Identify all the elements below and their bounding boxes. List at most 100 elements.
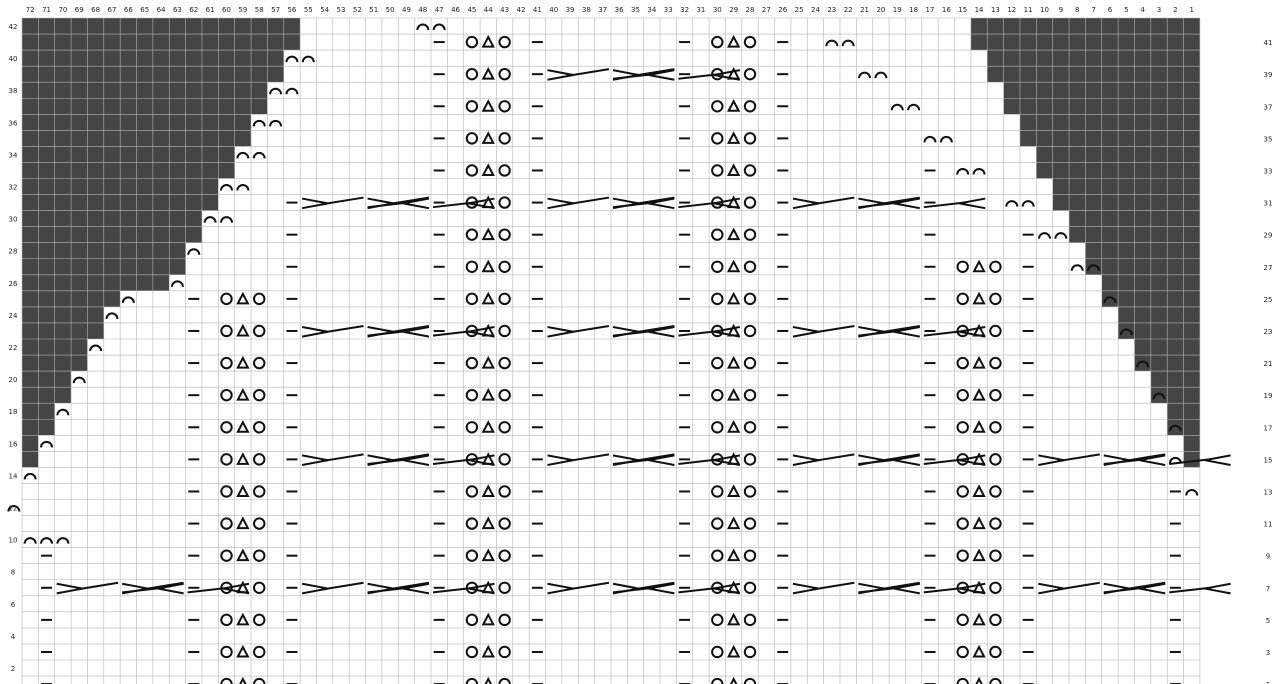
column-number: 59 (238, 6, 247, 14)
yo-k3tog-yo-icon (711, 99, 757, 113)
column-number: 44 (484, 6, 493, 14)
row-number-right: 1 (1266, 681, 1270, 684)
yo-k3tog-yo-icon (465, 484, 511, 498)
yo-k3tog-yo-icon (220, 355, 266, 370)
yo-k3tog-yo-icon (465, 131, 511, 145)
yo-k3tog-yo-icon (956, 676, 1002, 684)
column-number: 14 (975, 6, 984, 14)
yo-k3tog-yo-icon (711, 291, 757, 306)
no-stitch-block (1150, 371, 1200, 388)
yo-k3tog-yo-icon (711, 612, 757, 627)
column-number: 23 (827, 6, 836, 14)
no-stitch-block (1150, 387, 1200, 404)
row-number-right: 27 (1264, 264, 1273, 272)
yo-k3tog-yo-icon (465, 99, 511, 113)
cable-cross-icon (858, 581, 986, 595)
column-number: 70 (58, 6, 67, 14)
row-number-left: 10 (9, 537, 18, 545)
bind-off-arc-icon (220, 184, 233, 191)
cable-cross-icon (612, 453, 741, 466)
bind-off-arc-icon (40, 440, 54, 448)
yo-k3tog-yo-icon (711, 516, 757, 530)
row-number-right: 31 (1264, 200, 1273, 208)
no-stitch-block (22, 451, 39, 468)
column-number: 13 (991, 6, 1000, 14)
stitch-symbols (7, 23, 1231, 684)
column-number: 52 (353, 6, 362, 14)
bind-off-arc-icon (89, 344, 103, 352)
column-number: 4 (1140, 6, 1145, 14)
row-number-right: 3 (1266, 649, 1270, 657)
column-number: 35 (631, 6, 640, 14)
no-stitch-block (1085, 258, 1200, 275)
yo-k3tog-yo-icon (220, 388, 266, 402)
column-number: 71 (42, 6, 51, 14)
yo-k3tog-yo-icon (956, 548, 1002, 562)
row-number-left: 26 (9, 280, 18, 288)
bind-off-arc-icon (236, 184, 250, 191)
row-number-right: 23 (1264, 328, 1273, 336)
row-number-left: 28 (9, 248, 18, 256)
column-number: 43 (500, 6, 509, 14)
column-number: 55 (304, 6, 313, 14)
cable-cross-icon (858, 196, 986, 210)
column-number: 15 (958, 6, 967, 14)
bind-off-arc-icon (907, 103, 921, 111)
yo-k3tog-yo-icon (465, 355, 511, 370)
row-number-left: 6 (11, 601, 16, 609)
row-number-right: 9 (1266, 553, 1270, 561)
no-stitch-block (1052, 194, 1200, 211)
yo-k3tog-yo-icon (956, 291, 1002, 306)
column-number: 45 (467, 6, 476, 14)
yo-k3tog-yo-icon (465, 388, 511, 402)
cable-cross-icon (858, 324, 986, 338)
bind-off-arc-icon (1168, 424, 1182, 432)
bind-off-arc-icon (40, 537, 54, 544)
yo-k3tog-yo-icon (711, 227, 757, 241)
yo-k3tog-yo-icon (711, 676, 757, 684)
column-number: 34 (647, 6, 656, 14)
row-number-right: 25 (1264, 296, 1273, 304)
yo-k3tog-yo-icon (465, 163, 511, 177)
column-number: 49 (402, 6, 411, 14)
no-stitch-block (22, 226, 202, 243)
column-number: 22 (844, 6, 853, 14)
row-number-left: 34 (9, 151, 18, 159)
column-number: 61 (206, 6, 215, 14)
bind-off-arc-icon (939, 135, 953, 143)
row-number-right: 35 (1264, 135, 1273, 143)
bind-off-arc-icon (220, 216, 233, 223)
column-number: 7 (1091, 6, 1095, 14)
column-number: 65 (140, 6, 149, 14)
column-number: 8 (1075, 6, 1079, 14)
column-number: 24 (811, 6, 820, 14)
column-number: 31 (696, 6, 705, 14)
row-number-right: 39 (1264, 71, 1273, 79)
row-number-left: 16 (9, 440, 18, 448)
column-number: 38 (582, 6, 591, 14)
column-number: 53 (337, 6, 346, 14)
chart-labels: 72 71 70 69 68 67 66 65 64 63 62 61 60 59 58 57 56 55 54 53… (9, 6, 1273, 684)
column-number: 72 (26, 6, 35, 14)
bind-off-arc-icon (285, 55, 299, 63)
yo-k3tog-yo-icon (956, 644, 1002, 659)
yo-k3tog-yo-icon (220, 516, 266, 530)
yo-k3tog-yo-icon (220, 291, 266, 306)
row-number-left: 30 (9, 216, 18, 224)
bind-off-arc-icon (252, 152, 266, 159)
bind-off-arc-icon (1185, 489, 1199, 496)
bind-off-arc-icon (105, 312, 119, 320)
cable-cross-icon (367, 453, 495, 466)
column-number: 60 (222, 6, 231, 14)
yo-k3tog-yo-icon (465, 67, 511, 81)
column-number: 10 (1040, 6, 1049, 14)
bind-off-arc-icon (858, 71, 872, 79)
cable-cross-icon (612, 68, 741, 81)
yo-k3tog-yo-icon (465, 516, 511, 530)
row-number-left: 32 (9, 184, 18, 192)
row-number-left: 24 (9, 312, 18, 320)
column-number: 50 (386, 6, 395, 14)
yo-k3tog-yo-icon (220, 420, 266, 434)
column-number: 36 (615, 6, 624, 14)
no-stitch-block (22, 435, 39, 452)
